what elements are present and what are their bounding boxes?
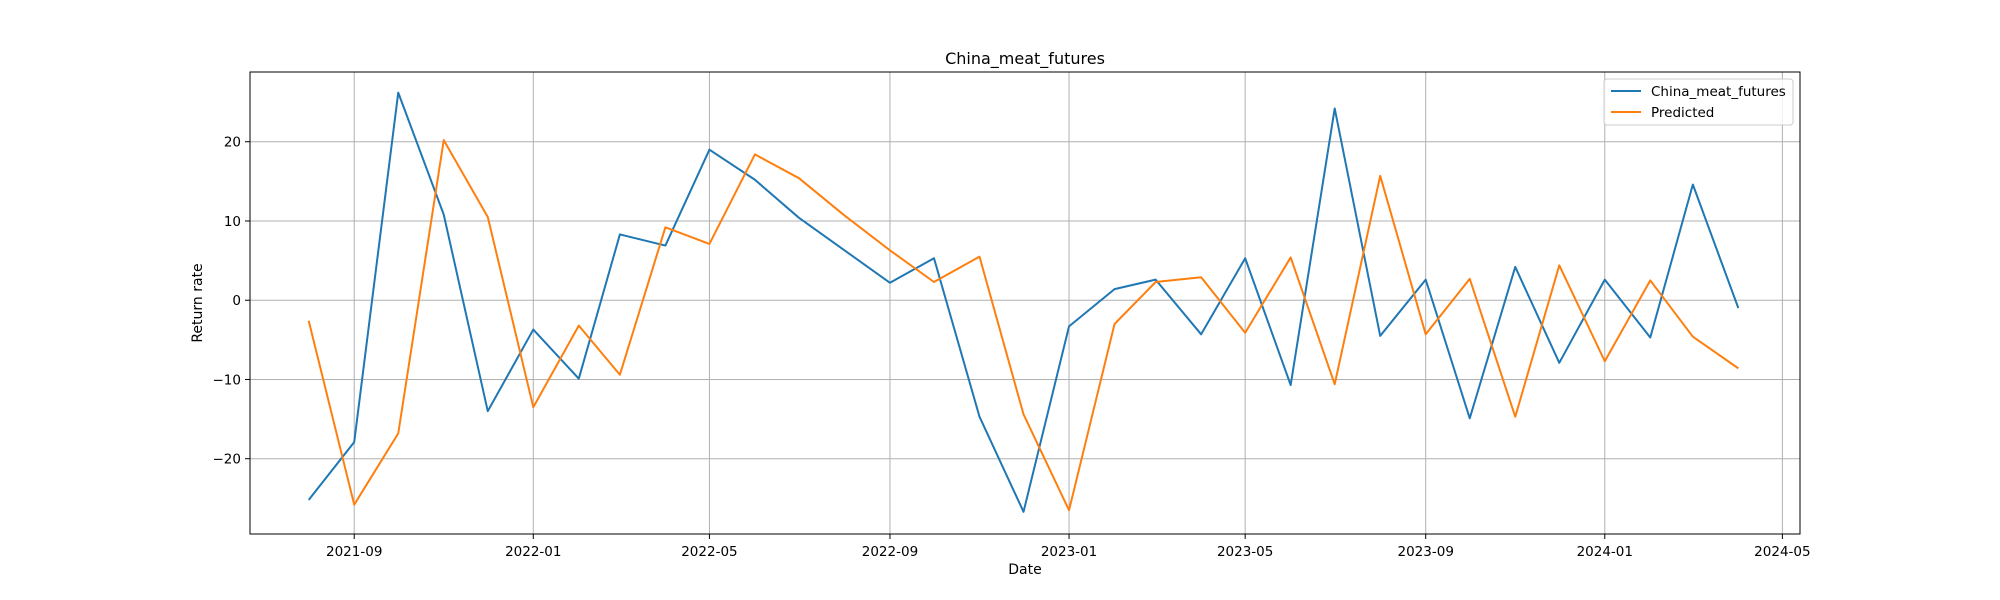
x-axis-ticks: 2021-09 2022-01 2022-05 2022-09 2023-01 2023-… xyxy=(326,534,1811,560)
x-tick-label: 2022-09 xyxy=(862,544,918,560)
y-tick-label: 20 xyxy=(224,135,241,151)
y-tick-label: 10 xyxy=(224,214,241,230)
legend-label-predicted: Predicted xyxy=(1651,105,1714,121)
grid-lines xyxy=(250,72,1800,534)
series-line-china-meat-futures xyxy=(307,91,1740,513)
plot-frame xyxy=(249,71,1801,535)
legend: China_meat_futures Predicted xyxy=(1603,78,1794,126)
y-tick-label: 0 xyxy=(232,293,241,309)
y-axis-ticks: −20 −10 0 10 20 xyxy=(213,135,250,468)
x-tick-label: 2022-05 xyxy=(681,544,737,560)
x-tick-label: 2021-09 xyxy=(326,544,382,560)
series-lines xyxy=(307,91,1740,513)
legend-box xyxy=(1603,78,1794,126)
y-axis-label: Return rate xyxy=(190,263,206,342)
y-tick-label: −10 xyxy=(213,372,242,388)
x-tick-label: 2022-01 xyxy=(505,544,561,560)
x-tick-label: 2023-09 xyxy=(1398,544,1454,560)
series-line-predicted xyxy=(307,139,1739,512)
legend-label-china-meat-futures: China_meat_futures xyxy=(1651,84,1786,100)
y-tick-label: −20 xyxy=(213,452,242,468)
x-tick-label: 2023-01 xyxy=(1041,544,1097,560)
x-axis-label: Date xyxy=(1008,562,1041,578)
x-tick-label: 2024-05 xyxy=(1754,544,1810,560)
x-tick-label: 2023-05 xyxy=(1217,544,1273,560)
x-tick-label: 2024-01 xyxy=(1577,544,1633,560)
chart-title: China_meat_futures xyxy=(945,49,1105,69)
